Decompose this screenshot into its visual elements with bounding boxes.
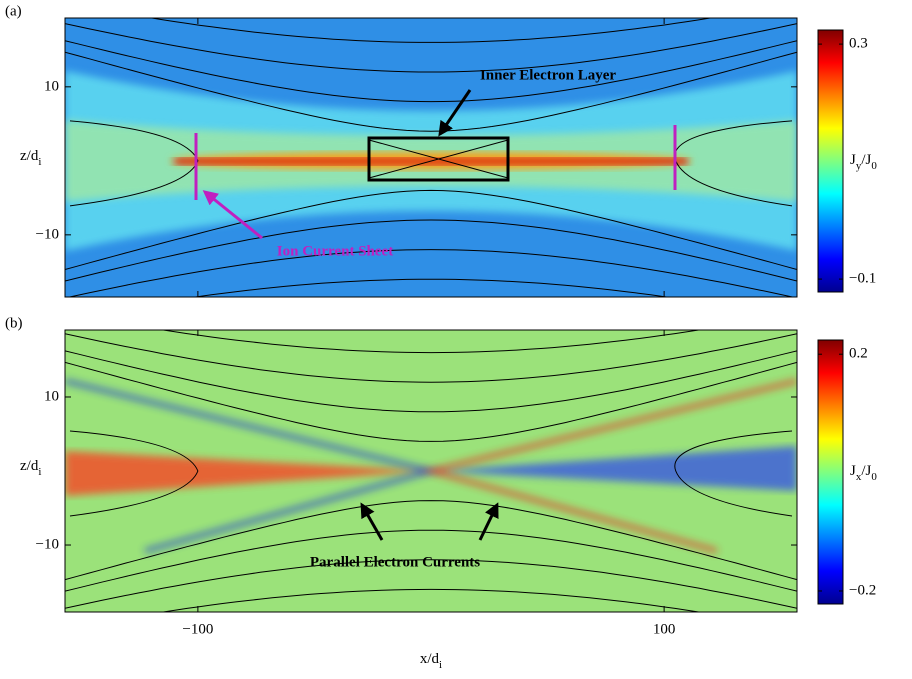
label-subscript: i xyxy=(439,659,442,671)
annotation-arrow xyxy=(360,502,384,541)
y-tick-label: −10 xyxy=(36,226,59,242)
plot-frame xyxy=(64,329,798,613)
axis-label: Jx​/J0​ xyxy=(850,463,877,482)
field-line xyxy=(65,333,797,383)
label-text: /J xyxy=(861,152,871,168)
panel-label: (a) xyxy=(5,3,22,19)
field-structure xyxy=(65,451,431,496)
colorbar-tick-label: −0.1 xyxy=(849,271,876,287)
field-line xyxy=(65,529,797,592)
label-subscript: i xyxy=(38,155,41,167)
label-text: z/d xyxy=(20,148,39,164)
axis-label: Jy​/J0​ xyxy=(850,152,877,171)
field-line xyxy=(674,430,793,517)
colorbar xyxy=(817,29,844,293)
label-text: J xyxy=(850,463,856,479)
x-tick-label: 100 xyxy=(653,621,676,637)
field-line xyxy=(69,430,199,517)
field-line xyxy=(65,40,797,103)
field-line xyxy=(65,619,797,652)
axis-label: z/di​ xyxy=(20,458,41,477)
field-line xyxy=(65,0,797,13)
annotation: Inner Electron Layer xyxy=(480,67,616,83)
label-subscript: i xyxy=(38,466,41,478)
field-line xyxy=(159,330,703,354)
axis-label: z/di​ xyxy=(20,148,41,167)
label-text: J xyxy=(850,152,856,168)
field-line xyxy=(65,51,797,132)
field-line xyxy=(65,559,797,609)
field-line xyxy=(69,120,199,207)
separatrix xyxy=(368,139,509,179)
label-text: x/d xyxy=(420,651,440,667)
plot-frame xyxy=(64,17,798,298)
field-line xyxy=(65,361,797,442)
field-line xyxy=(67,249,795,297)
annotation: Ion Current Sheet xyxy=(277,243,393,259)
field-line xyxy=(191,278,671,297)
field-structure xyxy=(431,446,797,491)
annotation-arrow xyxy=(478,502,499,541)
label-text: /J xyxy=(861,463,871,479)
label-subscript: x xyxy=(856,471,862,483)
field-line xyxy=(148,18,714,43)
colorbar xyxy=(817,339,844,605)
label-subscript: 0 xyxy=(871,471,877,483)
label-subscript: 0 xyxy=(871,160,877,172)
annotation-arrow xyxy=(202,190,263,240)
colorbar-tick-label: −0.2 xyxy=(849,582,876,598)
field-line xyxy=(65,500,797,581)
heatmap-field xyxy=(65,0,797,297)
y-tick-label: −10 xyxy=(36,536,59,552)
x-tick-label: −100 xyxy=(182,621,213,637)
field-line xyxy=(65,189,797,270)
label-subscript: y xyxy=(856,160,862,172)
y-tick-label: 10 xyxy=(44,78,59,94)
y-tick-label: 10 xyxy=(44,388,59,404)
heatmap-field xyxy=(65,330,797,652)
field-structure xyxy=(421,378,797,554)
annotation-arrow xyxy=(438,89,472,137)
annotation: Parallel Electron Currents xyxy=(310,554,480,570)
field-line xyxy=(65,350,797,413)
label-text: z/d xyxy=(20,458,39,474)
highlight-box xyxy=(367,136,510,182)
colorbar-tick-label: 0.3 xyxy=(849,36,868,52)
panel-label: (b) xyxy=(5,315,23,331)
axis-label: x/di​ xyxy=(420,651,442,670)
field-line xyxy=(65,23,797,73)
field-line xyxy=(159,588,703,612)
colorbar-tick-label: 0.2 xyxy=(849,346,868,362)
field-line xyxy=(65,219,797,282)
